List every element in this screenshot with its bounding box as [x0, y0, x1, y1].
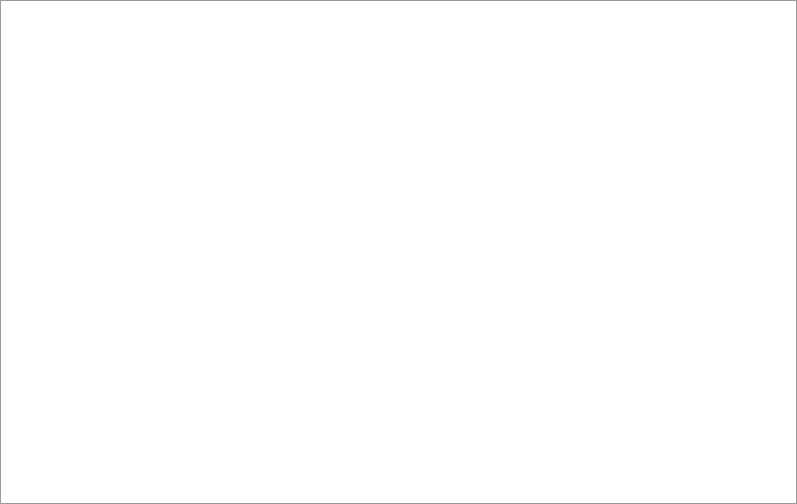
chart-area — [1, 1, 796, 503]
chart-frame — [0, 0, 797, 504]
